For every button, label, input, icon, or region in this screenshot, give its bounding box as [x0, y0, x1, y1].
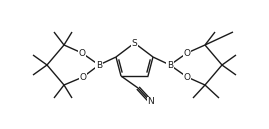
Text: O: O: [183, 72, 190, 82]
Text: B: B: [167, 61, 173, 70]
Text: N: N: [148, 98, 154, 107]
Text: S: S: [132, 38, 137, 47]
Text: O: O: [80, 72, 87, 82]
Text: O: O: [79, 49, 86, 58]
Text: B: B: [96, 61, 102, 70]
Text: O: O: [183, 49, 190, 58]
